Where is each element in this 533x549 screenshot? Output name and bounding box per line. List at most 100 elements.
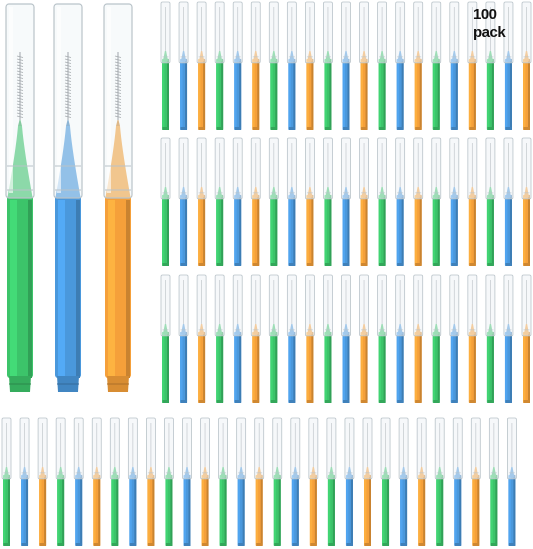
small-brush — [323, 1, 333, 130]
small-brush — [344, 417, 355, 546]
small-brush — [164, 417, 174, 546]
featured-brush-green — [5, 3, 35, 392]
small-brush — [359, 1, 369, 130]
small-brush — [359, 137, 369, 266]
small-brush — [272, 417, 283, 546]
small-brush — [431, 274, 442, 403]
small-brush — [250, 137, 261, 266]
small-brush — [326, 417, 337, 546]
small-brush — [214, 274, 225, 403]
small-brush — [416, 417, 427, 546]
small-brush — [55, 417, 66, 546]
small-brush — [73, 417, 84, 546]
small-brush — [232, 137, 243, 266]
small-brush — [268, 1, 279, 130]
small-brush — [145, 417, 156, 546]
small-brush — [308, 417, 319, 546]
small-brush — [449, 274, 460, 403]
small-brush — [1, 417, 12, 546]
small-brush — [286, 274, 297, 403]
bristle-icon — [64, 52, 72, 120]
small-brush — [485, 1, 496, 130]
small-brush — [467, 137, 478, 266]
small-brush — [200, 417, 210, 546]
small-brush — [37, 417, 48, 546]
small-brush — [434, 417, 445, 546]
small-brush — [395, 1, 406, 130]
small-brush — [286, 137, 297, 266]
small-brush — [196, 1, 207, 130]
small-brush — [341, 274, 351, 403]
small-brush — [214, 137, 225, 266]
small-brush — [178, 1, 189, 130]
small-brush — [470, 417, 481, 546]
small-brush — [109, 417, 120, 546]
small-brush — [362, 417, 373, 546]
small-brush — [182, 417, 192, 546]
small-brush — [413, 1, 424, 130]
featured-brush-orange — [103, 3, 133, 392]
small-brush — [413, 137, 424, 266]
featured-brush-blue — [53, 3, 83, 392]
small-brush — [377, 1, 388, 130]
small-brush — [521, 274, 532, 403]
small-brush — [395, 274, 406, 403]
small-brush — [485, 274, 496, 403]
small-brush — [304, 274, 315, 403]
small-brush — [341, 1, 351, 130]
small-brush — [19, 417, 30, 546]
pack-count-label: 100 pack — [473, 6, 506, 41]
small-brush — [449, 1, 460, 130]
small-brush — [449, 137, 460, 266]
small-brush — [268, 137, 279, 266]
small-brush — [304, 1, 315, 130]
small-brush — [91, 417, 102, 546]
small-brush — [160, 274, 171, 403]
small-brush — [160, 1, 171, 130]
small-brush — [250, 274, 261, 403]
small-brush — [178, 274, 189, 403]
small-brush — [359, 274, 369, 403]
small-brush — [236, 417, 247, 546]
small-brush — [503, 274, 514, 403]
small-brush — [377, 274, 388, 403]
small-brush — [467, 1, 478, 130]
small-brush — [250, 1, 261, 130]
small-brush — [323, 274, 333, 403]
small-brush — [413, 274, 424, 403]
small-brush — [214, 1, 225, 130]
small-brush — [323, 137, 333, 266]
small-brush — [488, 417, 499, 546]
pack-count-badge: 100 pack — [473, 2, 529, 42]
small-brush — [521, 137, 532, 266]
small-brush — [506, 417, 517, 546]
small-brush — [286, 1, 297, 130]
small-brush — [377, 137, 388, 266]
small-brush — [232, 274, 243, 403]
small-brush — [467, 274, 478, 403]
bristle-icon — [114, 52, 122, 120]
small-brush — [218, 417, 229, 546]
small-brush — [196, 274, 207, 403]
small-brush — [380, 417, 391, 546]
small-brush — [160, 137, 171, 266]
bristle-icon — [16, 52, 24, 120]
small-brush — [485, 137, 496, 266]
small-brush — [398, 417, 409, 546]
small-brush — [127, 417, 138, 546]
small-brush — [196, 137, 207, 266]
small-brush — [268, 274, 279, 403]
small-brush — [341, 137, 351, 266]
small-brush — [452, 417, 463, 546]
small-brush — [178, 137, 189, 266]
small-brush — [431, 1, 442, 130]
small-brush — [503, 1, 514, 130]
small-brush — [232, 1, 243, 130]
small-brush — [395, 137, 406, 266]
small-brush — [503, 137, 514, 266]
small-brush — [431, 137, 442, 266]
small-brush — [290, 417, 301, 546]
small-brush — [521, 1, 532, 130]
small-brush — [254, 417, 265, 546]
